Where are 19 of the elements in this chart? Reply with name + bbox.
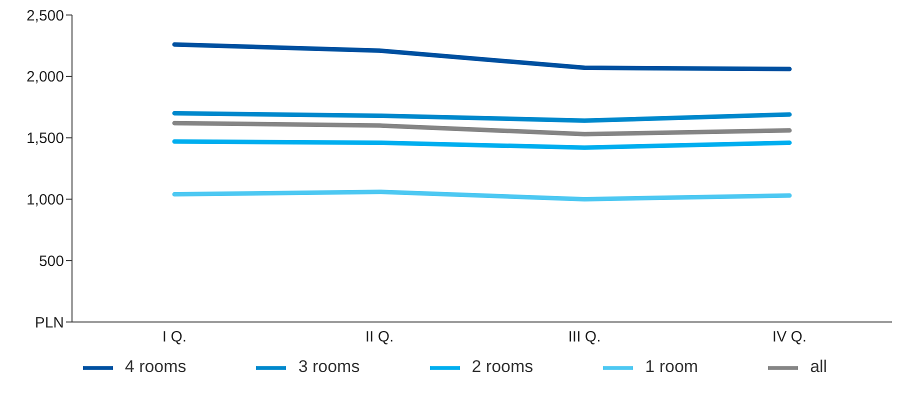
- line-series: [172, 110, 792, 123]
- x-tick-label: III Q.: [568, 328, 601, 346]
- x-tick-label: I Q.: [162, 328, 187, 346]
- legend-label: 2 rooms: [472, 357, 534, 376]
- legend-label: 4 rooms: [124, 357, 186, 376]
- legend-label: all: [810, 357, 828, 376]
- legend-label: 3 rooms: [298, 357, 360, 376]
- y-tick-label: 500: [38, 252, 64, 270]
- legend-label: 1 room: [645, 357, 698, 376]
- y-tick-label: 1,000: [26, 192, 64, 209]
- line-series: [172, 120, 792, 136]
- y-tick-label: 2,000: [26, 68, 64, 86]
- y-tick-label: 1,500: [26, 130, 64, 148]
- x-tick-label: II Q.: [365, 328, 394, 346]
- x-tick-label: IV Q.: [772, 328, 807, 346]
- y-tick-label: 2,500: [26, 7, 64, 24]
- line-series: [172, 42, 792, 72]
- line-series: [172, 190, 792, 202]
- y-tick-label: PLN: [34, 314, 64, 332]
